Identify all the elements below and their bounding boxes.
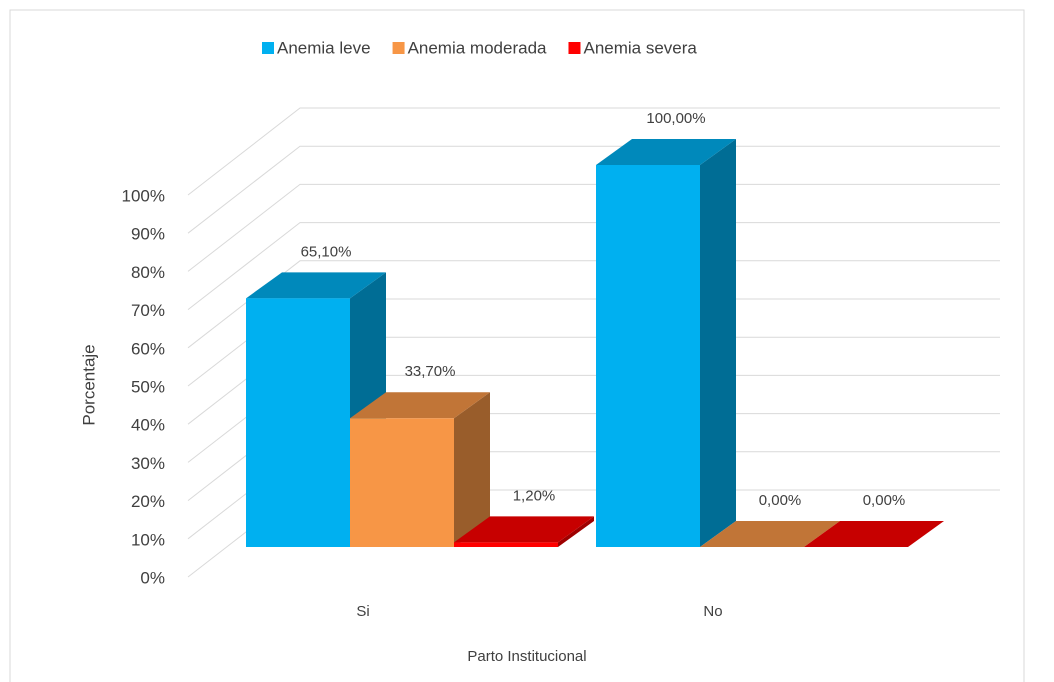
- x-tick-label: Si: [356, 603, 369, 620]
- bar: [596, 165, 700, 547]
- bar-top: [804, 521, 944, 547]
- bar-top: [596, 139, 736, 165]
- bar-top: [454, 516, 594, 543]
- bar-side: [700, 139, 736, 547]
- chart-border: [9, 9, 1025, 682]
- data-label: 100,00%: [646, 110, 705, 127]
- y-tick-label: 80%: [131, 263, 165, 282]
- grid-line: [187, 107, 1000, 196]
- y-tick-label: 40%: [131, 416, 165, 435]
- y-tick-label: 50%: [131, 377, 165, 396]
- y-tick-label: 30%: [131, 454, 165, 473]
- bar-side: [454, 392, 490, 547]
- bar: [454, 542, 558, 547]
- data-label: 33,70%: [405, 363, 456, 380]
- data-label: 65,10%: [301, 243, 352, 260]
- bar-side: [558, 516, 594, 547]
- y-tick-label: 20%: [131, 492, 165, 511]
- legend-swatch: [392, 42, 405, 54]
- legend-swatch: [568, 42, 581, 54]
- grid-line: [187, 260, 1000, 349]
- legend-label: Anemia severa: [583, 38, 697, 57]
- bar: [246, 298, 350, 547]
- y-tick-label: 100%: [122, 186, 165, 205]
- legend-swatch: [262, 42, 274, 54]
- y-tick-label: 60%: [131, 339, 165, 358]
- grid-line: [187, 145, 1000, 234]
- y-axis-title: Porcentaje: [79, 344, 98, 425]
- y-tick-label: 10%: [131, 530, 165, 549]
- bar-top: [700, 521, 840, 547]
- bar-top: [350, 392, 490, 419]
- legend-label: Anemia leve: [277, 38, 371, 57]
- bar: [350, 418, 454, 547]
- grid-line: [187, 222, 1000, 310]
- data-label: 0,00%: [759, 492, 802, 509]
- bar-top: [246, 272, 386, 299]
- x-axis-title: Parto Institucional: [467, 648, 586, 665]
- y-tick-label: 0%: [140, 568, 165, 587]
- legend-label: Anemia moderada: [408, 38, 547, 57]
- y-tick-label: 70%: [131, 301, 165, 320]
- grid-line: [187, 183, 1000, 272]
- x-tick-label: No: [703, 603, 722, 620]
- y-tick-label: 90%: [131, 225, 165, 244]
- data-label: 0,00%: [863, 492, 906, 509]
- data-label: 1,20%: [513, 487, 556, 504]
